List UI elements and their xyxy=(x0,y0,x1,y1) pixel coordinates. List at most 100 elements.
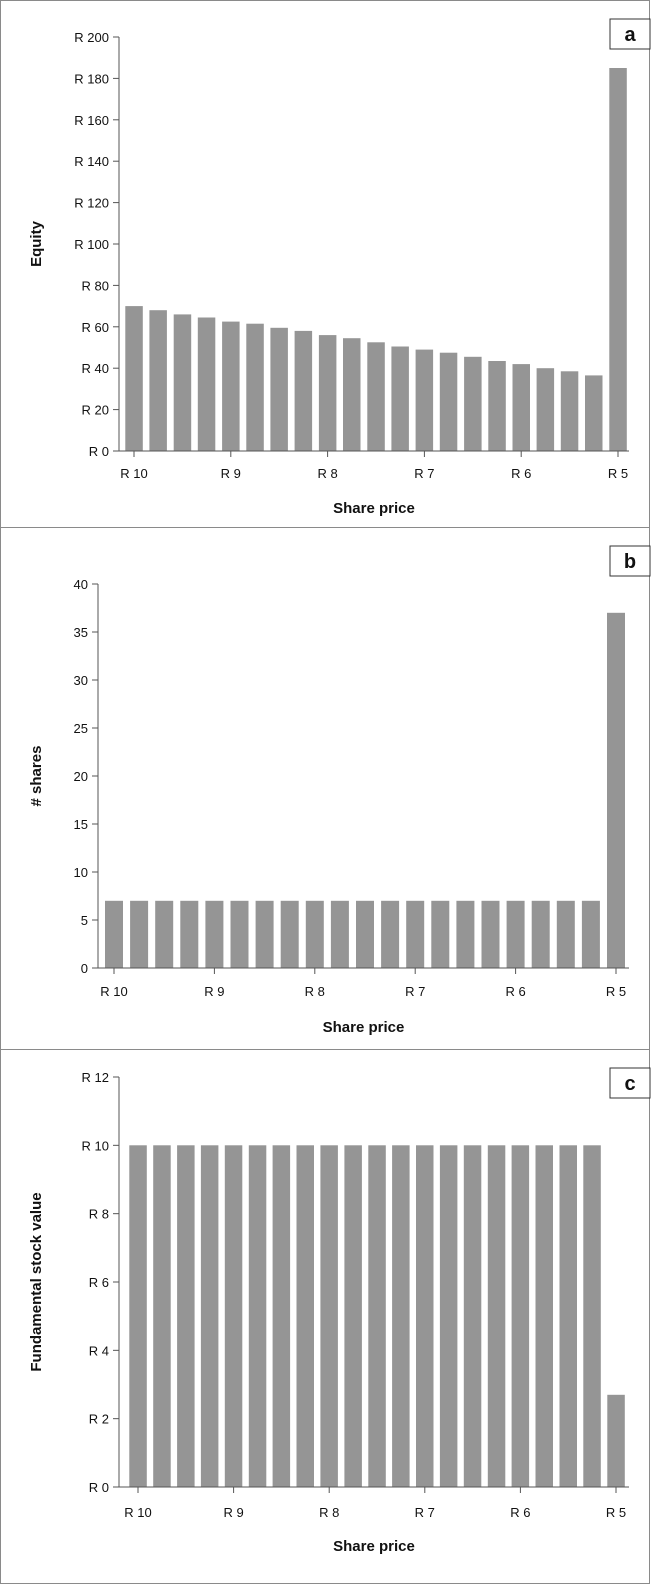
x-tick-label-a-5: R 5 xyxy=(608,466,628,481)
bar-b-5 xyxy=(230,900,249,968)
bar-c-11 xyxy=(392,1145,410,1487)
y-tick-label-a-4: R 80 xyxy=(82,278,109,293)
bar-b-18 xyxy=(556,900,575,968)
bar-c-9 xyxy=(344,1145,362,1487)
y-tick-label-a-9: R 180 xyxy=(74,71,109,86)
bar-c-3 xyxy=(200,1145,219,1487)
bar-a-0 xyxy=(125,306,143,451)
bar-c-10 xyxy=(368,1145,386,1487)
bar-b-3 xyxy=(180,900,199,968)
y-tick-label-b-6: 30 xyxy=(74,673,88,688)
bar-a-11 xyxy=(391,346,409,451)
x-tick-label-b-0: R 10 xyxy=(100,984,127,999)
bar-a-2 xyxy=(173,314,192,451)
bar-c-17 xyxy=(535,1145,553,1487)
bar-c-20 xyxy=(607,1394,625,1488)
bar-a-17 xyxy=(536,368,555,451)
bar-b-20 xyxy=(607,612,625,968)
y-tick-label-b-3: 15 xyxy=(74,817,88,832)
chart-panel-c: c R 0 R 2 R 4 R 6 R 8 R 10 R 12 R 10 R 9 R 8 R 7 R 6… xyxy=(0,1049,651,1584)
bar-b-17 xyxy=(531,900,550,968)
x-tick-label-a-1: R 9 xyxy=(221,466,241,481)
bar-a-10 xyxy=(367,342,385,451)
y-tick-label-c-3: R 6 xyxy=(89,1275,109,1290)
bar-b-13 xyxy=(431,900,450,968)
bar-a-6 xyxy=(270,327,288,451)
bar-b-9 xyxy=(330,900,349,968)
y-tick-label-a-1: R 20 xyxy=(82,403,109,418)
x-tick-label-c-0: R 10 xyxy=(124,1505,151,1520)
bar-b-1 xyxy=(130,900,149,968)
bar-b-8 xyxy=(305,900,324,968)
bar-b-11 xyxy=(381,900,400,968)
x-tick-label-c-3: R 7 xyxy=(415,1505,435,1520)
bar-a-18 xyxy=(560,371,579,451)
y-tick-label-b-8: 40 xyxy=(74,577,88,592)
bar-c-16 xyxy=(511,1145,530,1487)
x-tick-label-b-4: R 6 xyxy=(505,984,525,999)
y-tick-label-a-7: R 140 xyxy=(74,154,109,169)
bar-a-1 xyxy=(149,310,167,451)
y-axis-title-c: Fundamental stock value xyxy=(28,1192,45,1371)
bar-c-15 xyxy=(487,1145,506,1487)
bar-b-12 xyxy=(406,900,425,968)
bar-c-18 xyxy=(559,1145,577,1487)
bar-b-14 xyxy=(456,900,475,968)
y-tick-label-b-0: 0 xyxy=(81,961,88,976)
bar-c-6 xyxy=(272,1145,291,1487)
chart-panel-b: b 0 5 10 15 20 25 30 35 40 R 10 R 9 R 8 R 7 R 6 R 5 Shar… xyxy=(0,527,651,1050)
chart-b-svg: b 0 5 10 15 20 25 30 35 40 R 10 R 9 R 8 R 7 R 6 R 5 Shar… xyxy=(28,545,651,1036)
y-tick-label-a-3: R 60 xyxy=(82,320,109,335)
bar-b-6 xyxy=(255,900,274,968)
bar-a-8 xyxy=(318,335,337,451)
bar-a-4 xyxy=(222,321,240,451)
x-tick-label-a-0: R 10 xyxy=(120,466,147,481)
bar-c-14 xyxy=(463,1145,482,1487)
x-axis-title-b: Share price xyxy=(323,1019,405,1036)
bar-c-7 xyxy=(296,1145,314,1487)
y-tick-label-a-5: R 100 xyxy=(74,237,109,252)
x-tick-label-b-3: R 7 xyxy=(405,984,425,999)
x-tick-label-c-1: R 9 xyxy=(223,1505,243,1520)
y-tick-label-a-2: R 40 xyxy=(82,361,109,376)
x-tick-label-c-5: R 5 xyxy=(606,1505,626,1520)
y-tick-label-b-2: 10 xyxy=(74,865,88,880)
bar-b-10 xyxy=(356,900,374,968)
y-tick-label-a-10: R 200 xyxy=(74,30,109,45)
bar-a-12 xyxy=(415,349,434,451)
bar-a-14 xyxy=(464,356,482,451)
chart-c-svg: c R 0 R 2 R 4 R 6 R 8 R 10 R 12 R 10 R 9 R 8 R 7 R 6… xyxy=(28,1067,651,1555)
y-axis-title-a: Equity xyxy=(28,220,45,266)
y-tick-label-b-1: 5 xyxy=(81,913,88,928)
bar-a-19 xyxy=(585,375,603,451)
x-tick-label-c-4: R 6 xyxy=(510,1505,530,1520)
y-tick-label-b-4: 20 xyxy=(74,769,88,784)
bar-a-7 xyxy=(294,330,313,451)
bar-a-5 xyxy=(246,323,264,451)
bar-b-15 xyxy=(481,900,500,968)
bar-c-12 xyxy=(416,1145,434,1487)
y-tick-label-c-2: R 4 xyxy=(89,1343,109,1358)
x-tick-label-a-2: R 8 xyxy=(317,466,337,481)
x-tick-label-c-2: R 8 xyxy=(319,1505,339,1520)
bar-a-20 xyxy=(609,68,627,451)
bar-c-19 xyxy=(583,1145,601,1487)
y-tick-label-b-5: 25 xyxy=(74,721,88,736)
bar-a-13 xyxy=(439,352,458,451)
panel-label-box-c xyxy=(609,1067,651,1099)
panel-label-c: c xyxy=(624,1073,635,1095)
bar-c-1 xyxy=(153,1145,171,1487)
bar-c-0 xyxy=(129,1145,147,1487)
x-tick-label-b-5: R 5 xyxy=(606,984,626,999)
x-tick-label-a-3: R 7 xyxy=(414,466,434,481)
x-tick-label-b-1: R 9 xyxy=(204,984,224,999)
bar-a-3 xyxy=(197,317,216,451)
y-tick-label-c-4: R 8 xyxy=(89,1207,109,1222)
bar-c-8 xyxy=(320,1145,338,1487)
y-tick-label-c-6: R 12 xyxy=(82,1070,109,1085)
bar-a-9 xyxy=(343,338,361,451)
x-axis-title-a: Share price xyxy=(333,500,415,517)
bar-c-13 xyxy=(439,1145,458,1487)
panel-label-box-b xyxy=(609,545,651,577)
bar-b-16 xyxy=(506,900,525,968)
